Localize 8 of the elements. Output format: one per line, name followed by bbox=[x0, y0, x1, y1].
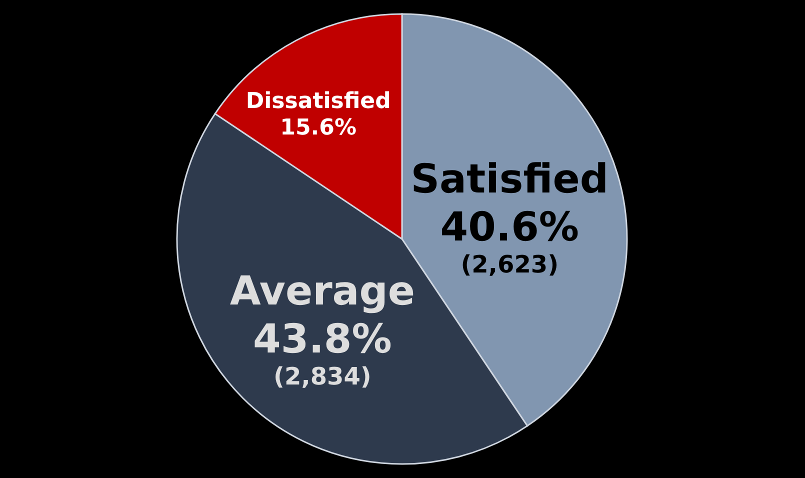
text: (2,623) bbox=[460, 250, 559, 278]
slice-label: Dissatisfied bbox=[246, 89, 391, 114]
data-label: 43.8% bbox=[253, 316, 392, 363]
slice-label: Average bbox=[230, 268, 416, 315]
text: (2,834) bbox=[274, 362, 372, 391]
data-label: 15.6% bbox=[280, 116, 356, 141]
slice-label: Satisfied bbox=[410, 156, 609, 202]
data-label: 40.6% bbox=[440, 204, 580, 250]
